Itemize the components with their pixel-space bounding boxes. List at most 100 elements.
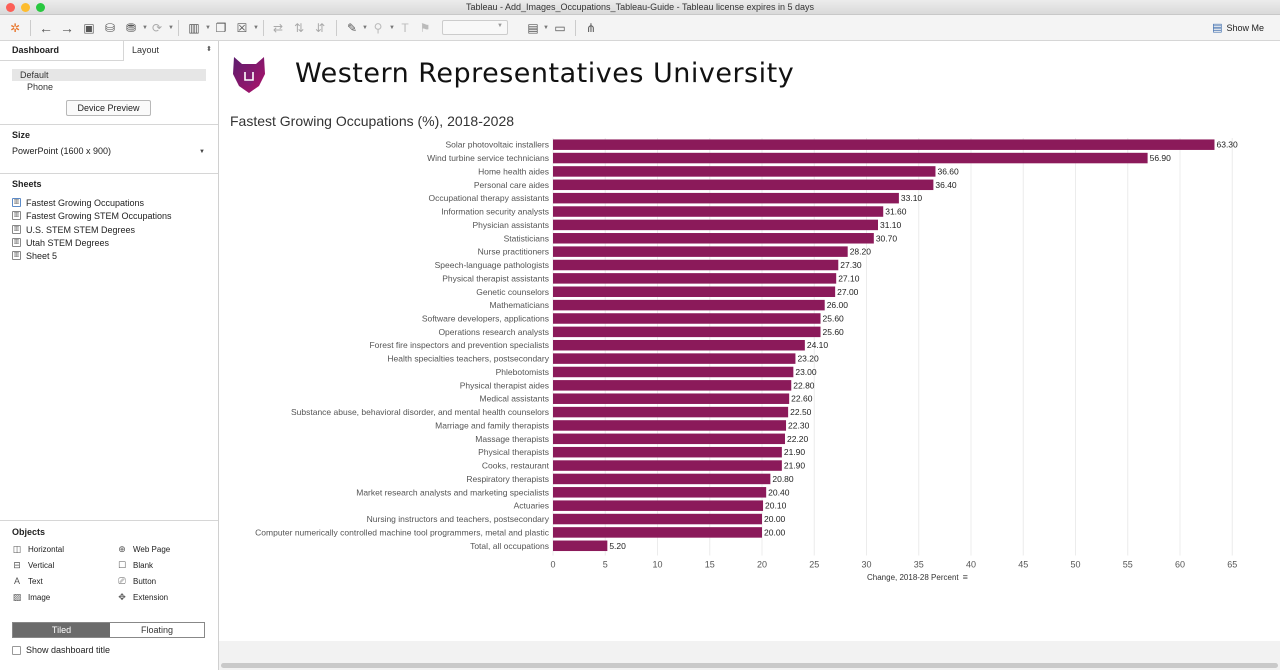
bar[interactable] — [553, 206, 884, 217]
close-window-button[interactable] — [6, 3, 15, 12]
chevron-down-icon[interactable]: ▼ — [168, 25, 174, 31]
size-dropdown[interactable]: PowerPoint (1600 x 900) ▼ — [12, 146, 208, 156]
bar[interactable] — [553, 233, 874, 244]
device-phone[interactable]: Phone — [27, 82, 54, 92]
value-label: 30.70 — [876, 233, 898, 243]
sort-descending-button[interactable]: ⇵ — [314, 21, 326, 35]
show-me-button[interactable]: ▤ Show Me — [1212, 21, 1264, 34]
bar[interactable] — [553, 273, 837, 284]
bar[interactable] — [553, 313, 821, 324]
bar[interactable] — [553, 527, 762, 538]
object-image[interactable]: ▨ Image — [12, 591, 51, 603]
chevron-down-icon[interactable]: ▼ — [142, 25, 148, 31]
bar[interactable] — [553, 406, 789, 418]
tableau-logo-icon[interactable]: ✲ — [9, 21, 21, 35]
category-label: Massage therapists — [475, 434, 549, 444]
tab-layout[interactable]: Layout ⬍ — [123, 41, 218, 61]
object-horizontal[interactable]: ◫ Horizontal — [12, 543, 64, 555]
tab-dashboard[interactable]: Dashboard — [12, 45, 60, 55]
undo-button[interactable]: ← — [39, 20, 53, 36]
bar[interactable] — [553, 166, 936, 177]
sheet-item[interactable]: ▥ U.S. STEM STEM Degrees — [12, 223, 135, 236]
bar[interactable] — [553, 433, 785, 445]
swap-rows-columns-button[interactable]: ⇄ — [272, 21, 284, 35]
pause-updates-button[interactable]: ⛃ — [125, 21, 137, 35]
share-icon[interactable]: ⋔ — [585, 21, 597, 35]
bar[interactable] — [553, 139, 1215, 150]
bar[interactable] — [553, 513, 762, 525]
divider — [0, 124, 218, 125]
presentation-mode-button[interactable]: ▭ — [554, 21, 566, 35]
new-worksheet-button[interactable]: ▥ — [188, 21, 200, 35]
object-extension[interactable]: ✥ Extension — [117, 591, 168, 603]
object-button[interactable]: ⎚ Button — [117, 575, 156, 587]
chevron-down-icon[interactable]: ▼ — [205, 25, 211, 31]
bar[interactable] — [553, 152, 1148, 164]
sheet-item[interactable]: ▥ Fastest Growing STEM Occupations — [12, 209, 172, 222]
device-preview-button[interactable]: Device Preview — [66, 100, 151, 116]
refresh-button[interactable]: ⟳ — [151, 21, 163, 35]
sort-icon[interactable]: ≡ — [962, 572, 968, 582]
bar[interactable] — [553, 473, 771, 485]
clear-sheet-button[interactable]: ☒ — [236, 21, 248, 35]
bar[interactable] — [553, 179, 934, 191]
duplicate-sheet-button[interactable]: ❐ — [215, 21, 227, 35]
new-data-source-button[interactable]: ⛁ — [104, 21, 116, 35]
bar[interactable] — [553, 219, 878, 231]
bar[interactable] — [553, 500, 764, 511]
fit-dropdown[interactable]: ▼ — [442, 20, 508, 35]
bar[interactable] — [553, 393, 790, 404]
chevron-down-icon[interactable]: ▼ — [389, 25, 395, 31]
show-title-checkbox[interactable] — [12, 645, 21, 655]
bar[interactable] — [553, 446, 782, 458]
bar[interactable] — [553, 299, 825, 311]
show-dashboard-title-option[interactable]: Show dashboard title — [12, 645, 110, 655]
save-button[interactable]: ▣ — [83, 21, 95, 35]
bar[interactable] — [553, 366, 794, 378]
device-default[interactable]: Default — [12, 69, 206, 81]
sheet-item[interactable]: ▥ Fastest Growing Occupations — [12, 196, 144, 209]
x-axis-title[interactable]: Change, 2018-28 Percent ≡ — [867, 572, 968, 582]
bar[interactable] — [553, 259, 839, 271]
bar[interactable] — [553, 339, 805, 351]
floating-button[interactable]: Floating — [110, 623, 204, 637]
bar[interactable] — [553, 540, 608, 552]
bar[interactable] — [553, 192, 899, 204]
group-members-button[interactable]: ⚲ — [373, 21, 383, 35]
bar[interactable] — [553, 460, 782, 471]
minimize-window-button[interactable] — [21, 3, 30, 12]
object-web-page[interactable]: ⊕ Web Page — [117, 543, 170, 555]
dashboard-canvas: Western Representatives University Faste… — [219, 41, 1280, 641]
bar[interactable] — [553, 286, 836, 298]
redo-button[interactable]: → — [60, 20, 74, 36]
show-cards-button[interactable]: ▤ — [527, 21, 539, 35]
bar[interactable] — [553, 380, 792, 391]
value-label: 33.10 — [901, 193, 923, 203]
value-label: 22.60 — [791, 394, 813, 404]
chevron-down-icon[interactable]: ▼ — [362, 25, 368, 31]
bar[interactable] — [553, 353, 796, 364]
bar[interactable] — [553, 487, 767, 498]
sheet-label: Sheet 5 — [26, 250, 58, 261]
bar[interactable] — [553, 420, 787, 431]
chevron-down-icon[interactable]: ▼ — [543, 25, 549, 31]
horizontal-scrollbar[interactable] — [221, 663, 1278, 668]
chevron-down-icon[interactable]: ▼ — [253, 25, 259, 31]
highlight-button[interactable]: ✎ — [346, 21, 358, 35]
vertical-container-icon: ⊟ — [13, 559, 21, 570]
sheet-item[interactable]: ▥ Utah STEM Degrees — [12, 236, 109, 249]
category-label: Marriage and family therapists — [435, 420, 549, 430]
bar[interactable] — [553, 246, 848, 257]
x-tick-label: 5 — [603, 559, 608, 569]
object-blank[interactable]: ☐ Blank — [117, 559, 153, 571]
fix-axes-button[interactable]: ⚑ — [419, 21, 431, 35]
sort-ascending-button[interactable]: ⇅ — [293, 21, 305, 35]
show-mark-labels-button[interactable]: T — [401, 21, 409, 35]
value-label: 20.80 — [772, 474, 794, 484]
object-vertical[interactable]: ⊟ Vertical — [12, 559, 54, 571]
zoom-window-button[interactable] — [36, 3, 45, 12]
sheet-item[interactable]: ▥ Sheet 5 — [12, 249, 57, 262]
bar[interactable] — [553, 326, 821, 338]
object-text[interactable]: A Text — [12, 575, 43, 587]
tiled-button[interactable]: Tiled — [13, 623, 110, 637]
